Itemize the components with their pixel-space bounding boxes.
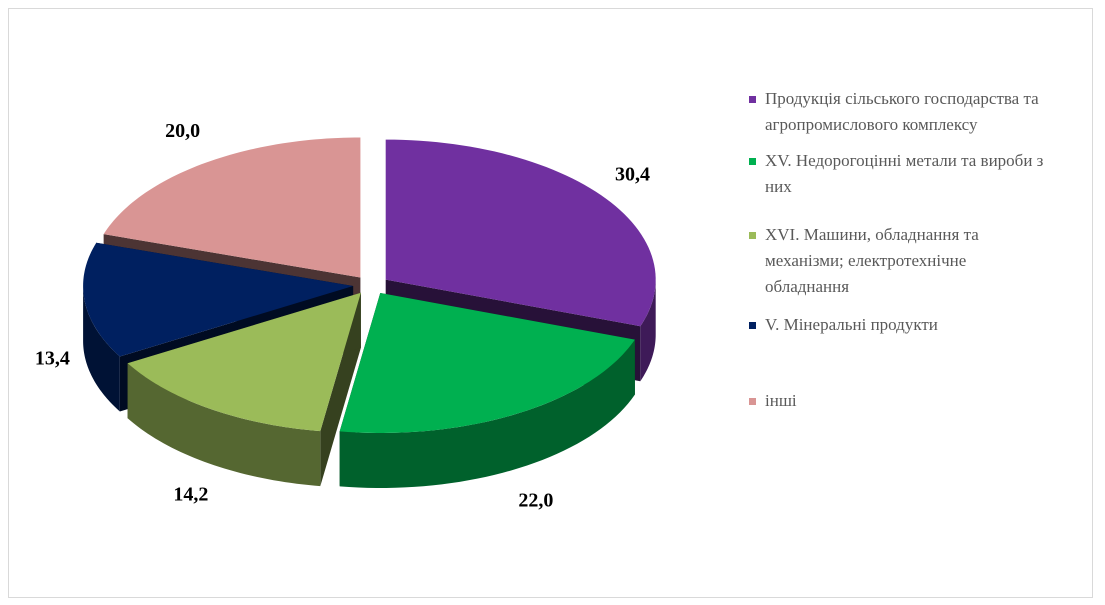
data-label: 14,2 <box>173 484 208 506</box>
data-label: 30,4 <box>615 164 650 186</box>
legend-swatch <box>749 96 756 103</box>
legend-item: XV. Недорогоцінні метали та вироби з них <box>745 148 1045 200</box>
data-label: 20,0 <box>165 120 200 142</box>
slice <box>83 242 354 357</box>
legend-label: V. Мінеральні продукти <box>765 315 938 334</box>
slice <box>385 139 656 327</box>
legend: Продукція сільського господарства та агр… <box>745 86 1045 414</box>
legend-label: XV. Недорогоцінні метали та вироби з них <box>765 151 1044 196</box>
data-label: 22,0 <box>518 489 553 511</box>
slice-wall <box>339 339 635 488</box>
legend-swatch <box>749 398 756 405</box>
legend-label: XVI. Машини, обладнання та механізми; ел… <box>765 225 979 296</box>
legend-item: XVI. Машини, обладнання та механізми; ел… <box>745 222 1045 300</box>
data-label: 13,4 <box>35 348 70 370</box>
slice <box>127 292 361 432</box>
chart-frame <box>8 8 1093 598</box>
slice <box>103 137 361 278</box>
slice-wall <box>83 285 120 412</box>
legend-swatch <box>749 232 756 239</box>
legend-item: Продукція сільського господарства та агр… <box>745 86 1045 138</box>
legend-swatch <box>749 322 756 329</box>
legend-item: інші <box>745 388 1045 414</box>
legend-swatch <box>749 158 756 165</box>
slice-wall <box>640 279 656 382</box>
legend-item: V. Мінеральні продукти <box>745 312 1045 338</box>
legend-label: Продукція сільського господарства та агр… <box>765 89 1039 134</box>
slice <box>339 293 635 433</box>
slice-wall <box>127 363 321 487</box>
slice-group <box>339 293 635 488</box>
slice-group <box>127 292 361 487</box>
legend-label: інші <box>765 391 797 410</box>
